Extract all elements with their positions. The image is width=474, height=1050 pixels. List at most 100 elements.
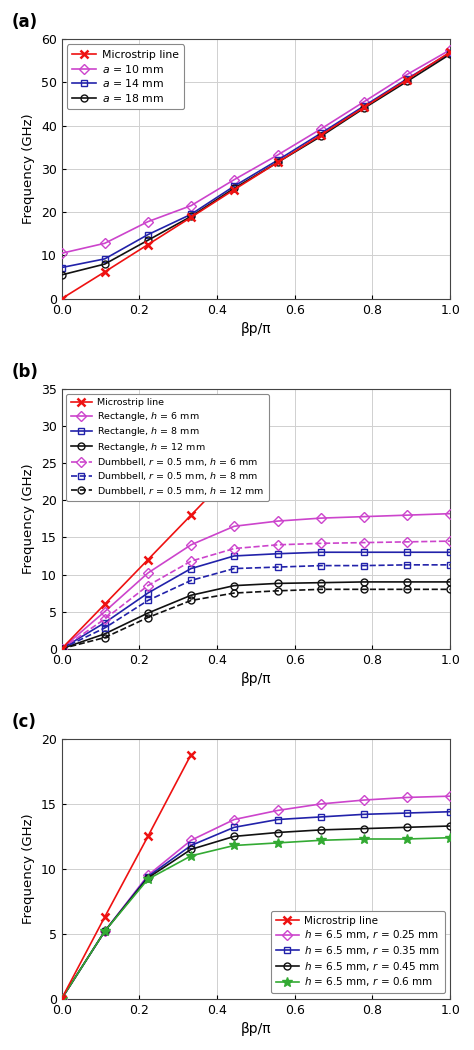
$h$ = 6.5 mm, $r$ = 0.6 mm xyxy=(231,839,237,852)
Rectangle, $h$ = 8 mm xyxy=(59,643,64,655)
Line: Microstrip line: Microstrip line xyxy=(58,751,195,1003)
Rectangle, $h$ = 12 mm xyxy=(318,576,324,589)
$h$ = 6.5 mm, $r$ = 0.35 mm xyxy=(404,806,410,819)
Microstrip line xyxy=(275,156,281,169)
Dumbbell, $r$ = 0.5 mm, $h$ = 12 mm xyxy=(231,587,237,600)
$a$ = 18 mm xyxy=(59,269,64,281)
Dumbbell, $r$ = 0.5 mm, $h$ = 8 mm xyxy=(447,559,453,571)
Dumbbell, $r$ = 0.5 mm, $h$ = 8 mm xyxy=(188,574,194,587)
Dumbbell, $r$ = 0.5 mm, $h$ = 6 mm xyxy=(188,554,194,567)
$h$ = 6.5 mm, $r$ = 0.6 mm xyxy=(145,873,151,885)
Y-axis label: Frequency (GHz): Frequency (GHz) xyxy=(22,463,36,574)
$a$ = 18 mm xyxy=(188,210,194,223)
$h$ = 6.5 mm, $r$ = 0.6 mm xyxy=(275,837,281,849)
Microstrip line xyxy=(231,464,237,477)
Dumbbell, $r$ = 0.5 mm, $h$ = 12 mm xyxy=(275,585,281,597)
$a$ = 18 mm xyxy=(145,234,151,247)
$a$ = 14 mm xyxy=(275,154,281,167)
Text: (a): (a) xyxy=(11,14,37,32)
$h$ = 6.5 mm, $r$ = 0.45 mm xyxy=(59,992,64,1005)
Rectangle, $h$ = 8 mm xyxy=(404,546,410,559)
$h$ = 6.5 mm, $r$ = 0.35 mm xyxy=(231,821,237,834)
$h$ = 6.5 mm, $r$ = 0.25 mm xyxy=(145,869,151,882)
Microstrip line xyxy=(231,184,237,196)
Dumbbell, $r$ = 0.5 mm, $h$ = 12 mm xyxy=(102,631,108,644)
Legend: Microstrip line, $h$ = 6.5 mm, $r$ = 0.25 mm, $h$ = 6.5 mm, $r$ = 0.35 mm, $h$ =: Microstrip line, $h$ = 6.5 mm, $r$ = 0.2… xyxy=(271,910,445,993)
$a$ = 18 mm xyxy=(231,182,237,194)
$h$ = 6.5 mm, $r$ = 0.6 mm xyxy=(188,849,194,862)
$a$ = 14 mm xyxy=(145,228,151,240)
$a$ = 14 mm xyxy=(231,180,237,192)
Dumbbell, $r$ = 0.5 mm, $h$ = 6 mm xyxy=(318,537,324,549)
$h$ = 6.5 mm, $r$ = 0.6 mm xyxy=(404,833,410,845)
$h$ = 6.5 mm, $r$ = 0.35 mm xyxy=(361,808,367,821)
Dumbbell, $r$ = 0.5 mm, $h$ = 12 mm xyxy=(59,643,64,655)
Dumbbell, $r$ = 0.5 mm, $h$ = 6 mm xyxy=(102,613,108,626)
Line: Dumbbell, $r$ = 0.5 mm, $h$ = 12 mm: Dumbbell, $r$ = 0.5 mm, $h$ = 12 mm xyxy=(58,586,454,652)
$a$ = 10 mm xyxy=(404,68,410,81)
Rectangle, $h$ = 6 mm xyxy=(361,510,367,523)
Line: Rectangle, $h$ = 12 mm: Rectangle, $h$ = 12 mm xyxy=(58,579,454,652)
Line: $h$ = 6.5 mm, $r$ = 0.45 mm: $h$ = 6.5 mm, $r$ = 0.45 mm xyxy=(58,822,454,1002)
Legend: Microstrip line, $a$ = 10 mm, $a$ = 14 mm, $a$ = 18 mm: Microstrip line, $a$ = 10 mm, $a$ = 14 m… xyxy=(67,44,184,109)
Dumbbell, $r$ = 0.5 mm, $h$ = 12 mm xyxy=(447,583,453,595)
$h$ = 6.5 mm, $r$ = 0.25 mm xyxy=(231,813,237,825)
$a$ = 10 mm xyxy=(145,215,151,228)
$h$ = 6.5 mm, $r$ = 0.25 mm xyxy=(59,992,64,1005)
$h$ = 6.5 mm, $r$ = 0.25 mm xyxy=(188,834,194,846)
Rectangle, $h$ = 12 mm xyxy=(231,580,237,592)
Microstrip line xyxy=(102,597,108,610)
Microstrip line xyxy=(102,266,108,278)
Microstrip line xyxy=(102,910,108,923)
$a$ = 18 mm xyxy=(275,156,281,169)
Dumbbell, $r$ = 0.5 mm, $h$ = 8 mm xyxy=(361,560,367,572)
Dumbbell, $r$ = 0.5 mm, $h$ = 12 mm xyxy=(188,594,194,607)
$a$ = 14 mm xyxy=(447,46,453,59)
$a$ = 14 mm xyxy=(318,127,324,140)
$a$ = 10 mm xyxy=(231,173,237,186)
Rectangle, $h$ = 8 mm xyxy=(145,587,151,600)
Microstrip line xyxy=(145,553,151,566)
Rectangle, $h$ = 12 mm xyxy=(361,575,367,588)
$h$ = 6.5 mm, $r$ = 0.45 mm xyxy=(188,843,194,856)
Y-axis label: Frequency (GHz): Frequency (GHz) xyxy=(22,814,36,924)
$a$ = 10 mm xyxy=(361,96,367,108)
X-axis label: βp/π: βp/π xyxy=(241,672,271,686)
Rectangle, $h$ = 8 mm xyxy=(318,546,324,559)
Rectangle, $h$ = 6 mm xyxy=(188,539,194,551)
Line: Microstrip line: Microstrip line xyxy=(58,442,260,652)
Dumbbell, $r$ = 0.5 mm, $h$ = 6 mm xyxy=(447,534,453,547)
$a$ = 10 mm xyxy=(59,247,64,259)
$h$ = 6.5 mm, $r$ = 0.45 mm xyxy=(231,831,237,843)
Legend: Microstrip line, Rectangle, $h$ = 6 mm, Rectangle, $h$ = 8 mm, Rectangle, $h$ = : Microstrip line, Rectangle, $h$ = 6 mm, … xyxy=(66,394,269,501)
$h$ = 6.5 mm, $r$ = 0.25 mm xyxy=(275,804,281,817)
Dumbbell, $r$ = 0.5 mm, $h$ = 8 mm xyxy=(145,594,151,607)
$h$ = 6.5 mm, $r$ = 0.45 mm xyxy=(275,826,281,839)
$a$ = 10 mm xyxy=(275,149,281,162)
Microstrip line xyxy=(447,46,453,59)
Rectangle, $h$ = 8 mm xyxy=(275,547,281,560)
$a$ = 14 mm xyxy=(361,100,367,112)
Rectangle, $h$ = 8 mm xyxy=(231,549,237,562)
Line: $h$ = 6.5 mm, $r$ = 0.6 mm: $h$ = 6.5 mm, $r$ = 0.6 mm xyxy=(57,833,455,1004)
Microstrip line xyxy=(145,238,151,251)
Rectangle, $h$ = 12 mm xyxy=(59,643,64,655)
Line: Rectangle, $h$ = 6 mm: Rectangle, $h$ = 6 mm xyxy=(58,510,454,652)
Line: Microstrip line: Microstrip line xyxy=(58,48,454,302)
Rectangle, $h$ = 12 mm xyxy=(102,628,108,640)
$a$ = 14 mm xyxy=(59,261,64,274)
$h$ = 6.5 mm, $r$ = 0.35 mm xyxy=(318,811,324,823)
Rectangle, $h$ = 12 mm xyxy=(275,578,281,590)
$a$ = 18 mm xyxy=(361,102,367,114)
$h$ = 6.5 mm, $r$ = 0.35 mm xyxy=(145,870,151,883)
$h$ = 6.5 mm, $r$ = 0.6 mm xyxy=(447,832,453,844)
$h$ = 6.5 mm, $r$ = 0.35 mm xyxy=(447,805,453,818)
Rectangle, $h$ = 12 mm xyxy=(404,575,410,588)
Dumbbell, $r$ = 0.5 mm, $h$ = 6 mm xyxy=(275,539,281,551)
$a$ = 14 mm xyxy=(404,72,410,85)
$h$ = 6.5 mm, $r$ = 0.45 mm xyxy=(404,821,410,834)
$a$ = 10 mm xyxy=(318,123,324,135)
$h$ = 6.5 mm, $r$ = 0.45 mm xyxy=(102,925,108,938)
Microstrip line xyxy=(59,292,64,304)
$h$ = 6.5 mm, $r$ = 0.45 mm xyxy=(447,820,453,833)
